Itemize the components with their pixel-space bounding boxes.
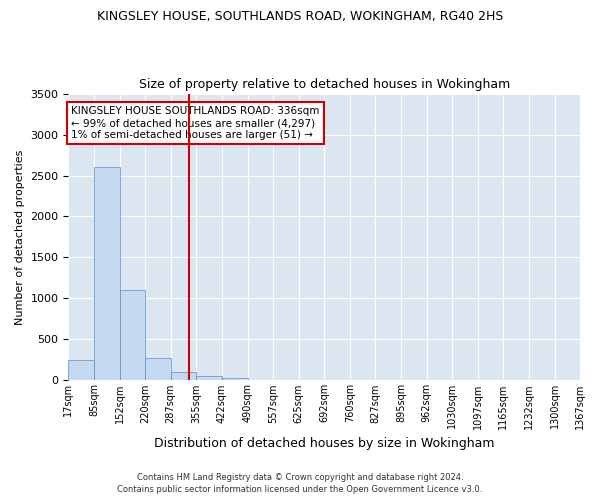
Text: KINGSLEY HOUSE, SOUTHLANDS ROAD, WOKINGHAM, RG40 2HS: KINGSLEY HOUSE, SOUTHLANDS ROAD, WOKINGH… bbox=[97, 10, 503, 23]
Y-axis label: Number of detached properties: Number of detached properties bbox=[15, 150, 25, 324]
Text: Contains HM Land Registry data © Crown copyright and database right 2024.
Contai: Contains HM Land Registry data © Crown c… bbox=[118, 472, 482, 494]
Bar bbox=[222, 378, 248, 380]
Bar bbox=[94, 168, 119, 380]
X-axis label: Distribution of detached houses by size in Wokingham: Distribution of detached houses by size … bbox=[154, 437, 494, 450]
Text: KINGSLEY HOUSE SOUTHLANDS ROAD: 336sqm
← 99% of detached houses are smaller (4,2: KINGSLEY HOUSE SOUTHLANDS ROAD: 336sqm ←… bbox=[71, 106, 320, 140]
Bar bbox=[68, 360, 94, 380]
Bar bbox=[119, 290, 145, 380]
Bar bbox=[196, 376, 222, 380]
Bar bbox=[171, 372, 196, 380]
Bar bbox=[145, 358, 171, 380]
Title: Size of property relative to detached houses in Wokingham: Size of property relative to detached ho… bbox=[139, 78, 510, 91]
